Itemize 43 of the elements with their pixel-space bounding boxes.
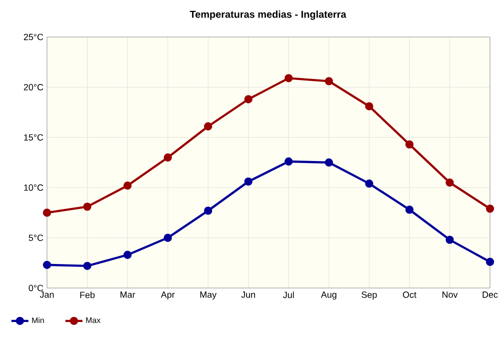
y-tick-label: 15°C (24, 134, 44, 141)
x-tick-label: Feb (80, 292, 95, 298)
x-tick-label: May (200, 292, 217, 300)
x-tick-label: Jun (241, 292, 256, 298)
point (244, 177, 252, 186)
point (204, 122, 212, 130)
x-tick-label: Nov (442, 292, 458, 298)
x-tick-label: Jul (283, 292, 294, 298)
point (486, 204, 494, 213)
y-tick-label: 0°C (28, 284, 44, 292)
x-tick-label: Apr (160, 292, 175, 300)
point (405, 140, 414, 149)
x-tick-label: Sep (362, 292, 377, 300)
point (446, 178, 454, 187)
point (83, 262, 92, 270)
point (123, 250, 132, 259)
y-tick-label: 20°C (24, 84, 44, 90)
x-tick-label: Dec (482, 292, 498, 298)
y-tick-label: 10°C (24, 184, 44, 191)
point (405, 206, 414, 214)
point (164, 153, 172, 162)
point (365, 180, 374, 188)
point (204, 206, 212, 215)
y-tick-label: 25°C (24, 34, 44, 40)
point (324, 158, 333, 167)
point (42, 260, 52, 269)
point (284, 157, 293, 166)
point (164, 234, 172, 242)
x-tick-label: Aug (320, 292, 336, 300)
chart-title: Temperaturas medias - Inglaterra (190, 10, 346, 20)
point (284, 74, 293, 82)
x-tick-label: Jan (40, 292, 54, 298)
point (324, 77, 333, 86)
point (446, 236, 454, 244)
x-tick-label: Oct (402, 292, 416, 298)
point (42, 208, 52, 217)
x-tick-label: Mar (120, 292, 136, 298)
point (244, 95, 252, 104)
point (83, 202, 92, 211)
point (365, 102, 374, 110)
y-tick-label: 5°C (28, 234, 44, 241)
point (123, 182, 132, 190)
point (486, 258, 494, 266)
